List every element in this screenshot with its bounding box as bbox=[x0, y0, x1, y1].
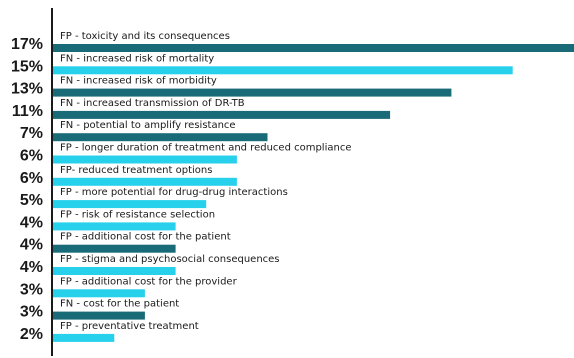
value-label: 4% bbox=[20, 259, 43, 276]
bar-category-label: FP - stigma and psychosocial consequence… bbox=[60, 254, 280, 265]
bar-category-label: FN - potential to amplify resistance bbox=[60, 120, 236, 131]
value-label: 13% bbox=[11, 81, 43, 98]
bar bbox=[53, 155, 237, 164]
bar-category-label: FP - toxicity and its consequences bbox=[60, 31, 230, 42]
bar bbox=[53, 88, 452, 97]
bar bbox=[53, 333, 115, 342]
bar bbox=[53, 267, 176, 275]
value-label: 4% bbox=[20, 214, 43, 231]
bar bbox=[53, 222, 176, 231]
value-label: 4% bbox=[20, 237, 43, 254]
bar bbox=[53, 66, 513, 75]
bar bbox=[53, 244, 176, 253]
bar-category-label: FP - longer duration of treatment and re… bbox=[60, 143, 351, 154]
value-label: 3% bbox=[20, 281, 43, 298]
bar-category-label: FP - preventative treatment bbox=[60, 321, 199, 332]
bar-category-label: FP - additional cost for the provider bbox=[60, 276, 238, 287]
value-label: 2% bbox=[20, 326, 43, 343]
bar bbox=[53, 110, 391, 119]
value-label: 7% bbox=[20, 125, 43, 142]
bar bbox=[53, 133, 268, 142]
value-label: 6% bbox=[20, 148, 43, 165]
bar bbox=[53, 200, 207, 209]
bar-category-label: FN - cost for the patient bbox=[60, 299, 179, 310]
bar-category-label: FN - increased risk of morbidity bbox=[60, 76, 217, 87]
bar-category-label: FP - more potential for drug-drug intera… bbox=[60, 187, 288, 198]
bar bbox=[53, 289, 145, 298]
value-label: 6% bbox=[20, 170, 43, 187]
value-label: 5% bbox=[20, 192, 43, 209]
value-label: 11% bbox=[12, 103, 43, 120]
bar-labels-layer: FP - toxicity and its consequences FN - i… bbox=[60, 31, 351, 332]
value-label: 17% bbox=[11, 36, 43, 53]
bars-layer bbox=[53, 44, 574, 342]
value-labels-layer: 17% 15% 13% 11% 7% 6% 6% 5% 4% 4% 4% 3% 3% 2% bbox=[11, 36, 43, 343]
value-label: 15% bbox=[11, 58, 43, 75]
bar-category-label: FP - additional cost for the patient bbox=[60, 232, 231, 243]
bar-category-label: FN - increased risk of mortality bbox=[60, 53, 214, 64]
bar bbox=[53, 311, 145, 320]
bar-category-label: FP- reduced treatment options bbox=[60, 165, 212, 176]
bar-category-label: FN - increased transmission of DR-TB bbox=[60, 98, 245, 109]
bar bbox=[53, 177, 237, 186]
value-label: 3% bbox=[20, 304, 43, 321]
bar bbox=[53, 44, 574, 52]
bar-category-label: FP - risk of resistance selection bbox=[60, 209, 215, 220]
